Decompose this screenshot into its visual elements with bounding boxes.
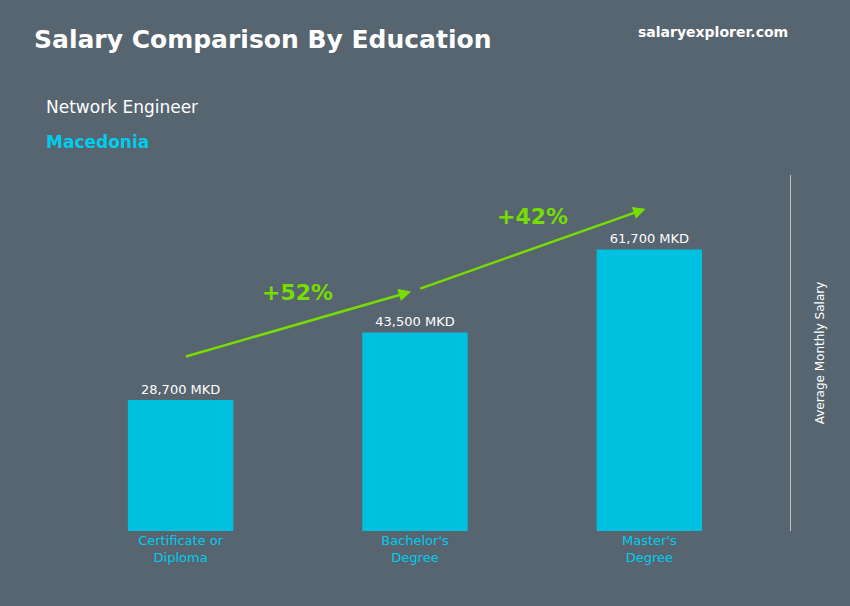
- svg-text:salaryexplorer.com: salaryexplorer.com: [638, 24, 788, 40]
- svg-text:+42%: +42%: [497, 204, 568, 229]
- svg-text:Salary Comparison By Education: Salary Comparison By Education: [34, 25, 491, 54]
- svg-text:43,500 MKD: 43,500 MKD: [375, 314, 454, 329]
- svg-text:+52%: +52%: [262, 280, 333, 305]
- svg-text:Macedonia: Macedonia: [46, 132, 149, 152]
- svg-text:Master'sDegree: Master'sDegree: [622, 533, 677, 565]
- svg-text:Network Engineer: Network Engineer: [46, 97, 198, 117]
- svg-text:28,700 MKD: 28,700 MKD: [141, 382, 220, 397]
- svg-text:Average Monthly Salary: Average Monthly Salary: [813, 282, 827, 425]
- svg-text:Certificate orDiploma: Certificate orDiploma: [138, 533, 224, 565]
- svg-text:Bachelor'sDegree: Bachelor'sDegree: [381, 533, 449, 565]
- svg-text:61,700 MKD: 61,700 MKD: [610, 231, 689, 246]
